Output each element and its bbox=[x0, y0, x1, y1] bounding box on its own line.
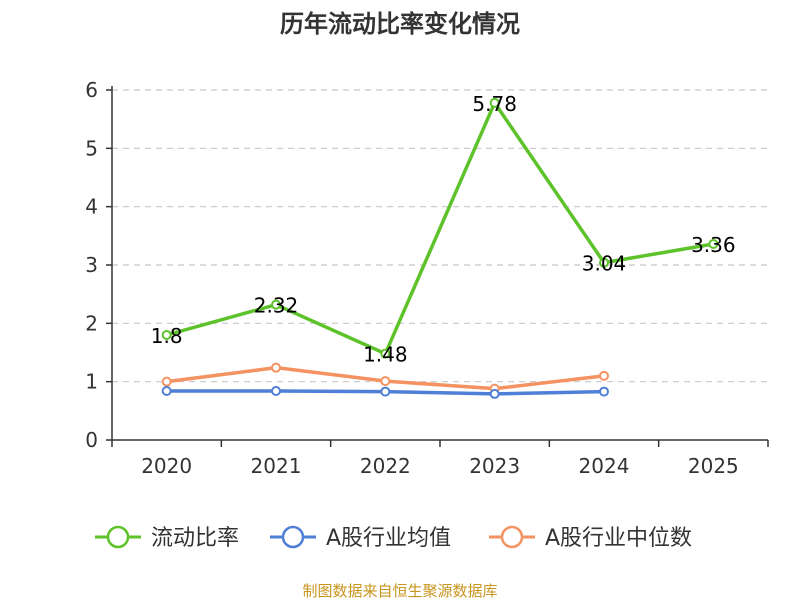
legend: 流动比率 A股行业均值 A股行业中位数 bbox=[95, 525, 692, 551]
grid-lines bbox=[112, 89, 768, 383]
source-note: 制图数据来自恒生聚源数据库 bbox=[302, 582, 497, 600]
y-tick-label: 3 bbox=[85, 253, 98, 277]
data-point bbox=[161, 376, 172, 387]
x-tick-label: 2025 bbox=[688, 454, 739, 478]
chart-title: 历年流动比率变化情况 bbox=[280, 10, 520, 38]
legend-label: 流动比率 bbox=[151, 526, 239, 551]
data-label: 1.8 bbox=[151, 324, 183, 348]
data-point bbox=[708, 239, 719, 249]
data-point bbox=[271, 299, 281, 310]
data-point bbox=[599, 257, 609, 268]
legend-marker bbox=[106, 525, 130, 549]
legend-marker bbox=[500, 525, 524, 549]
x-tick-label: 2023 bbox=[469, 454, 520, 478]
data-point bbox=[489, 97, 500, 108]
data-point bbox=[161, 386, 172, 396]
data-point bbox=[489, 388, 500, 399]
y-tick-label: 4 bbox=[85, 195, 98, 219]
legend-marker bbox=[281, 525, 305, 549]
data-point bbox=[380, 386, 391, 397]
data-point bbox=[380, 376, 391, 387]
x-tick-label: 2022 bbox=[360, 454, 411, 478]
data-label: 5.78 bbox=[472, 92, 517, 116]
data-point bbox=[161, 330, 172, 340]
axes: 0 1 2 3 4 5 6 2020 2021 2022 2023 2024 2025 bbox=[85, 78, 769, 478]
x-tick-label: 2021 bbox=[251, 454, 302, 478]
y-tick-label: 6 bbox=[85, 78, 98, 102]
data-point bbox=[599, 370, 609, 381]
x-tick-label: 2020 bbox=[141, 454, 192, 478]
series-line bbox=[166, 101, 714, 356]
y-tick-label: 1 bbox=[85, 370, 98, 394]
y-tick-label: 5 bbox=[85, 136, 98, 160]
x-tick-label: 2024 bbox=[579, 454, 630, 478]
series-group bbox=[161, 97, 719, 399]
y-tick-label: 2 bbox=[85, 311, 98, 335]
data-point bbox=[380, 348, 391, 359]
data-labels: 1.8 2.32 1.48 5.78 3.04 3.36 bbox=[151, 92, 736, 367]
data-point bbox=[599, 386, 609, 397]
data-point bbox=[271, 386, 281, 396]
legend-label: A股行业中位数 bbox=[545, 526, 692, 551]
data-label: 3.04 bbox=[582, 252, 627, 276]
data-point bbox=[271, 362, 281, 373]
y-tick-label: 0 bbox=[85, 428, 98, 452]
legend-label: A股行业均值 bbox=[326, 526, 451, 551]
data-label: 2.32 bbox=[254, 294, 299, 318]
data-label: 3.36 bbox=[691, 233, 736, 257]
data-label: 1.48 bbox=[363, 343, 408, 367]
